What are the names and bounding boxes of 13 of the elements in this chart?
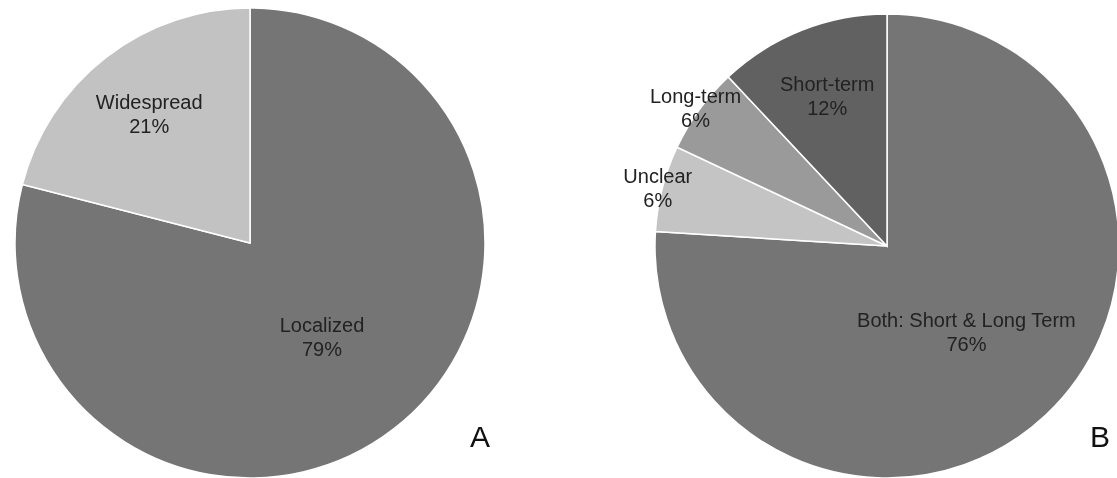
text: B <box>1090 420 1111 454</box>
slice-label: Long-term <box>649 84 742 107</box>
data-label: 12% <box>807 97 848 119</box>
slice-label: Widespread <box>95 91 203 114</box>
data-label: 76% <box>946 332 987 355</box>
slice-label: Localized <box>279 313 365 336</box>
slice-label: Both: Short & Long Term <box>857 308 1076 331</box>
slice-label: Short-term <box>779 73 875 95</box>
data-label: 21% <box>129 115 170 138</box>
text: A <box>470 420 491 454</box>
data-label: 79% <box>302 337 343 360</box>
slice-label: Unclear <box>623 165 693 188</box>
data-label: 6% <box>643 189 673 212</box>
